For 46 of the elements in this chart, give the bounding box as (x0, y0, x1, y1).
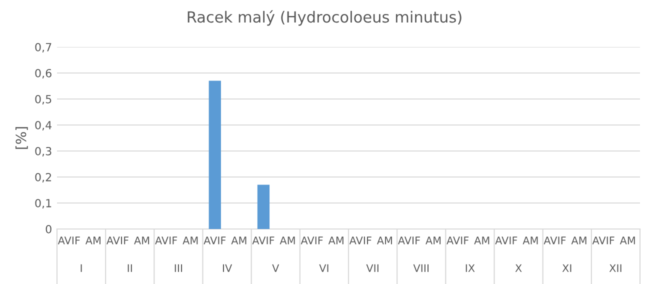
text: AVIF (349, 236, 372, 244)
y-tick-label: 0,6 (35, 68, 52, 79)
x-tick-label: VI (319, 264, 328, 272)
x-tick-label: V (272, 264, 280, 272)
x-tick-label: X (515, 264, 522, 272)
text: AVIF (398, 236, 420, 244)
y-tick-label: 0 (46, 224, 52, 234)
text: AM (474, 236, 490, 244)
x-tick-label: IV (222, 264, 232, 272)
y-tick-label: 0,1 (35, 198, 52, 209)
text: AVIF (58, 236, 80, 244)
x-tick-label: III (174, 264, 182, 272)
text: AVIF (446, 236, 469, 244)
text: AVIF (300, 236, 323, 244)
text: AM (376, 236, 392, 244)
text: AM (134, 236, 150, 244)
text: AVIF (106, 236, 128, 244)
y-tick-label: 0,2 (35, 172, 52, 183)
text: AM (620, 236, 635, 244)
x-tick-label: IX (466, 264, 475, 272)
text: AVIF (544, 236, 566, 244)
y-axis-title: [%] (15, 127, 28, 149)
y-tick-label: 0,5 (35, 94, 52, 105)
text: AM (85, 236, 100, 244)
x-tick-label: XI (562, 264, 572, 272)
text: AM (426, 236, 441, 244)
text: AM (328, 236, 344, 244)
text: AM (571, 236, 586, 244)
text: AVIF (252, 236, 274, 244)
y-tick-label: 0,4 (35, 120, 52, 131)
text: AVIF (155, 236, 178, 244)
text: AM (280, 236, 295, 244)
text: AM (182, 236, 198, 244)
x-tick-label: II (128, 264, 132, 272)
x-tick-label: XII (609, 264, 622, 272)
y-tick-label: 0,7 (35, 42, 52, 53)
series-label: AVIF (204, 236, 226, 244)
x-tick-label: VII (366, 264, 378, 272)
chart-title: Racek malý (Hydrocoloeus minutus) (188, 10, 462, 26)
x-tick-label: I (80, 264, 82, 272)
text: AVIF (592, 236, 614, 244)
text: AM (231, 236, 246, 244)
text: AM (522, 236, 538, 244)
text: AVIF (495, 236, 518, 244)
x-tick-label: VIII (413, 264, 429, 272)
y-tick-label: 0,3 (35, 146, 52, 157)
